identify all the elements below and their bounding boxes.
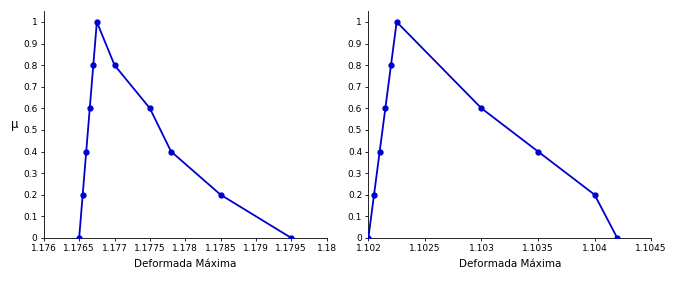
X-axis label: Deformada Máxima: Deformada Máxima [134, 259, 237, 269]
Y-axis label: μ: μ [11, 118, 18, 131]
X-axis label: Deformada Máxima: Deformada Máxima [458, 259, 561, 269]
